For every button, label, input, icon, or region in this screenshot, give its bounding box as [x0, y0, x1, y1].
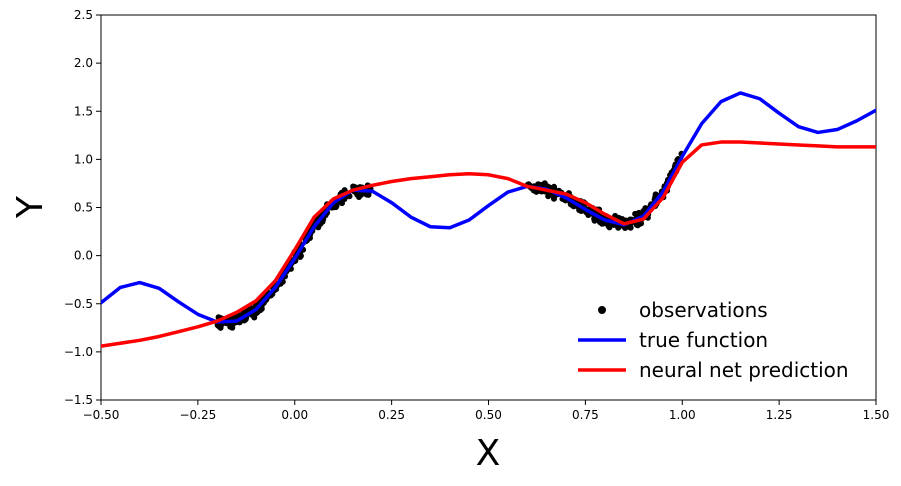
observation-point	[251, 314, 258, 321]
y-tick-label: −0.5	[64, 297, 93, 311]
observation-point	[606, 224, 613, 231]
legend-label: neural net prediction	[639, 358, 849, 382]
y-tick-label: 1.0	[74, 152, 93, 166]
observation-point	[217, 324, 224, 331]
y-tick-label: 0.0	[74, 249, 93, 263]
y-axis-ticks: −1.5 −1.0 −0.5 0.0 0.5 1.0 1.5 2.0 2.5	[64, 8, 101, 407]
neural-net-prediction-line	[101, 140, 876, 348]
legend: observations true function neural net pred…	[578, 298, 849, 382]
y-tick-label: 2.0	[74, 56, 93, 70]
x-tick-label: 0.50	[475, 408, 502, 422]
x-tick-label: −0.25	[179, 408, 216, 422]
x-tick-label: 1.00	[669, 408, 696, 422]
x-tick-label: 1.50	[863, 408, 890, 422]
observation-point	[363, 191, 370, 198]
x-tick-label: 0.00	[281, 408, 308, 422]
legend-marker-observations	[598, 306, 606, 314]
true-function-line	[101, 91, 876, 324]
y-tick-label: −1.5	[64, 393, 93, 407]
observations-points	[214, 150, 685, 331]
y-tick-label: 0.5	[74, 201, 93, 215]
x-axis-label: X	[476, 433, 501, 474]
x-tick-label: 0.25	[378, 408, 405, 422]
x-tick-label: 0.75	[572, 408, 599, 422]
legend-label: observations	[639, 298, 768, 322]
x-tick-label: 1.25	[766, 408, 793, 422]
y-tick-label: 2.5	[74, 8, 93, 22]
observation-point	[535, 181, 542, 188]
series-lines	[101, 91, 876, 348]
x-tick-label: −0.50	[83, 408, 120, 422]
observation-point	[633, 221, 640, 228]
y-tick-label: −1.0	[64, 345, 93, 359]
x-axis-ticks: −0.50 −0.25 0.00 0.25 0.50 0.75 1.00 1.25 1.50	[83, 400, 890, 422]
legend-label: true function	[639, 328, 768, 352]
y-axis-label: Y	[10, 195, 51, 219]
y-tick-label: 1.5	[74, 104, 93, 118]
